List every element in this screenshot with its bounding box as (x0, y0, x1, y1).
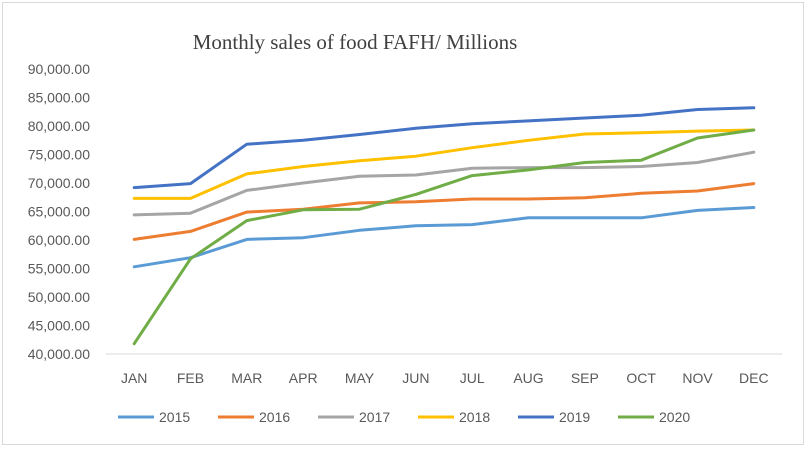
y-tick-label: 60,000.00 (28, 232, 90, 248)
legend-item-2020: 2020 (618, 409, 690, 425)
series-line-2016 (132, 182, 756, 241)
x-tick-label: FEB (177, 370, 204, 386)
y-tick-label: 50,000.00 (28, 289, 90, 305)
legend-label: 2015 (159, 409, 190, 425)
y-axis: 40,000.00 45,000.00 50,000.00 55,000.00 60,0… (28, 61, 90, 362)
chart-frame (2, 2, 804, 445)
series-line-2020 (132, 128, 756, 346)
legend-item-2019: 2019 (518, 409, 590, 425)
x-tick-label: AUG (513, 370, 543, 386)
x-tick-label: JAN (121, 370, 147, 386)
y-tick-label: 70,000.00 (28, 175, 90, 191)
legend-item-2015: 2015 (118, 409, 190, 425)
y-tick-label: 90,000.00 (28, 61, 90, 77)
legend-label: 2018 (459, 409, 490, 425)
plot-area (132, 106, 756, 346)
series-line-2019 (132, 106, 756, 190)
x-tick-label: JUN (402, 370, 429, 386)
y-tick-label: 45,000.00 (28, 318, 90, 334)
y-tick-label: 80,000.00 (28, 118, 90, 134)
x-tick-label: NOV (682, 370, 713, 386)
x-tick-label: OCT (626, 370, 656, 386)
y-tick-label: 55,000.00 (28, 261, 90, 277)
legend-label: 2020 (659, 409, 690, 425)
legend-label: 2019 (559, 409, 590, 425)
series-line-2017 (132, 150, 756, 217)
legend-label: 2016 (259, 409, 290, 425)
x-axis: JAN FEB MAR APR MAY JUN JUL AUG SEP OCT NOV DEC (121, 370, 769, 386)
y-tick-label: 40,000.00 (28, 346, 90, 362)
legend-item-2017: 2017 (318, 409, 390, 425)
x-tick-label: APR (289, 370, 318, 386)
legend: 2015 2016 2017 2018 2019 2020 (118, 409, 690, 425)
series-line-2015 (132, 206, 756, 269)
y-tick-label: 75,000.00 (28, 147, 90, 163)
x-tick-label: MAR (231, 370, 262, 386)
x-tick-label: MAY (345, 370, 375, 386)
series-line-2018 (132, 128, 756, 200)
legend-item-2018: 2018 (418, 409, 490, 425)
x-tick-label: SEP (571, 370, 599, 386)
x-tick-label: DEC (739, 370, 769, 386)
y-tick-label: 85,000.00 (28, 90, 90, 106)
chart-title: Monthly sales of food FAFH/ Millions (193, 30, 518, 54)
legend-label: 2017 (359, 409, 390, 425)
x-tick-label: JUL (460, 370, 485, 386)
y-tick-label: 65,000.00 (28, 204, 90, 220)
legend-item-2016: 2016 (218, 409, 290, 425)
